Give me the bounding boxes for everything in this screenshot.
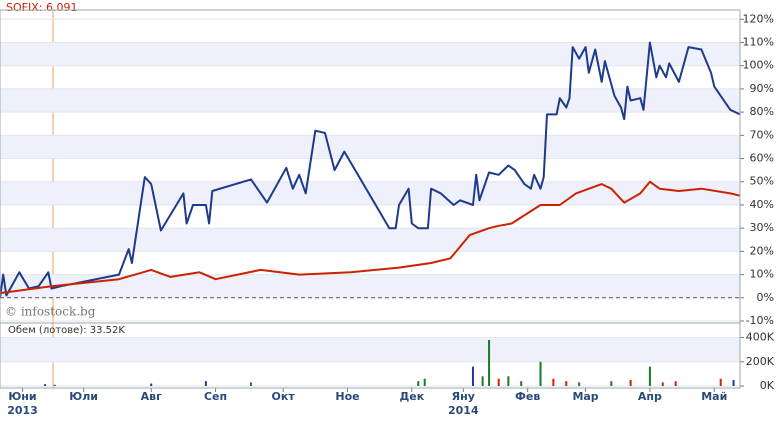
y-tick-label: 100% [743, 59, 774, 72]
y-tick-label: 40% [750, 198, 774, 211]
volume-bar [150, 383, 153, 386]
volume-bar [610, 381, 613, 386]
y-tick-label: 70% [750, 128, 774, 141]
volume-bar [507, 376, 510, 386]
y-tick-label: 200K [746, 355, 775, 368]
volume-bar [44, 384, 47, 386]
volume-bar [674, 381, 677, 386]
y-tick-label: 80% [750, 105, 774, 118]
year-label: 2013 [7, 404, 38, 417]
volume-bar [732, 379, 735, 386]
x-tick-label: Дек [399, 390, 424, 403]
grid-band [0, 135, 740, 159]
y-tick-label: 110% [743, 35, 774, 48]
volume-bar [661, 382, 664, 386]
x-tick-label: Юли [69, 390, 98, 403]
layer: -10% 0% 10% 20% 30% 40% 50% 60% 70% 80% 90% 100% 110… [0, 12, 775, 417]
volume-bar [648, 366, 651, 386]
x-tick-label: Юни [8, 390, 36, 403]
y-tick-label: 0% [757, 291, 774, 304]
x-tick-label: Сеп [204, 390, 227, 403]
x-tick-label: Окт [272, 390, 296, 403]
y-tick-label: 0K [760, 379, 775, 392]
y-tick-label: 90% [750, 82, 774, 95]
grid-band [0, 274, 740, 298]
y-tick-label: 30% [750, 221, 774, 234]
y-tick-label: 50% [750, 175, 774, 188]
chart-title: SOFIX: 6.091 [6, 1, 77, 14]
grid-band [0, 42, 740, 66]
x-tick-label: Ное [335, 390, 359, 403]
volume-bar [423, 378, 426, 386]
x-tick-label: Фев [515, 390, 540, 403]
volume-bar [417, 381, 420, 386]
volume-bar [539, 361, 542, 386]
y-tick-label: 120% [743, 12, 774, 25]
volume-bar [204, 381, 207, 386]
y-tick-label: 60% [750, 152, 774, 165]
volume-bar [249, 382, 252, 386]
grid-band [0, 337, 740, 362]
volume-bar [481, 376, 484, 386]
grid-band [0, 181, 740, 205]
volume-bar [578, 382, 581, 386]
volume-bar [488, 339, 491, 386]
x-tick-label: Яну [452, 390, 475, 403]
y-tick-label: 20% [750, 244, 774, 257]
volume-bar [53, 384, 56, 386]
y-tick-label: -10% [746, 314, 774, 327]
frame [0, 9, 741, 389]
volume-bar [552, 378, 555, 386]
volume-bar [565, 381, 568, 386]
line-series [0, 180, 741, 295]
x-tick-label: Авг [141, 390, 162, 403]
volume-bar [520, 381, 523, 386]
y-tick-label: 10% [750, 268, 774, 281]
x-tick-label: Апр [638, 390, 662, 403]
x-tick-label: Мар [572, 390, 598, 403]
y-tick-label: 400K [746, 331, 775, 344]
volume-bar [629, 379, 632, 386]
grid-band [0, 228, 740, 252]
volume-bar [719, 378, 722, 386]
line-series [0, 41, 741, 298]
volume-bar [471, 366, 474, 386]
grid-band [0, 88, 740, 113]
watermark: © infostock.bg [5, 305, 96, 319]
x-tick-label: Май [701, 390, 727, 403]
volume-title: Обем (лотове): 33.52K [8, 325, 125, 336]
volume-bar [497, 378, 500, 386]
year-label: 2014 [448, 404, 479, 417]
